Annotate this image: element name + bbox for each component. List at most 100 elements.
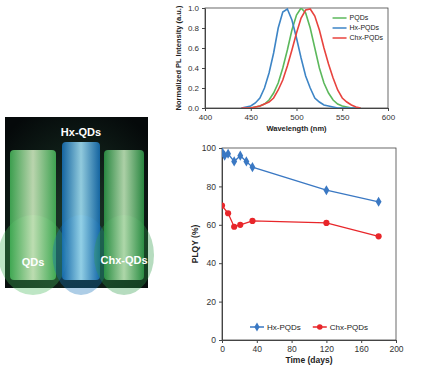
tick-label: 0.4 bbox=[188, 64, 200, 73]
tick: 400 bbox=[199, 108, 213, 122]
data-point bbox=[225, 210, 231, 216]
y-axis: 0.0 0.2 0.4 0.6 0.8 1.0 bbox=[188, 4, 206, 113]
legend-swatch bbox=[333, 37, 347, 39]
axis-line bbox=[205, 9, 206, 109]
series-line bbox=[242, 8, 361, 108]
legend-swatch bbox=[333, 27, 347, 29]
tick-mark bbox=[257, 340, 258, 343]
legend: PQDs Hx-PQDs Chx-PQDs bbox=[333, 14, 384, 42]
tick-mark bbox=[202, 108, 205, 109]
tick-label: 120 bbox=[320, 344, 334, 354]
data-point bbox=[237, 222, 243, 228]
legend-label: Chx-PQDs bbox=[350, 34, 384, 42]
legend-marker bbox=[254, 322, 259, 331]
tick: 1.0 bbox=[188, 4, 205, 13]
tick: 0.4 bbox=[188, 64, 205, 73]
tick-mark bbox=[219, 340, 222, 341]
tick: 550 bbox=[336, 108, 350, 122]
tick-label: 550 bbox=[336, 113, 350, 122]
plot-area bbox=[242, 8, 361, 108]
legend-item: Hx-PQDs bbox=[250, 322, 301, 331]
tick: 120 bbox=[320, 340, 334, 354]
tick-label: 60 bbox=[207, 220, 217, 230]
tick: 0.8 bbox=[188, 24, 205, 33]
tick-mark bbox=[292, 340, 293, 343]
tick: 0 bbox=[220, 340, 225, 354]
plot-frame bbox=[222, 148, 396, 340]
tick-label: 0.6 bbox=[188, 44, 200, 53]
series-line bbox=[222, 152, 379, 202]
legend-item: PQDs bbox=[333, 14, 369, 22]
tick-mark bbox=[219, 225, 222, 226]
photo-label: Chx-QDs bbox=[100, 254, 147, 266]
tick-mark bbox=[202, 28, 205, 29]
data-point bbox=[249, 218, 255, 224]
tick-mark bbox=[396, 340, 397, 343]
tick: 160 bbox=[355, 340, 369, 354]
tick-label: 0 bbox=[211, 335, 216, 345]
tick-mark bbox=[219, 263, 222, 264]
tick-mark bbox=[342, 108, 343, 111]
tick: 0.6 bbox=[188, 44, 205, 53]
vial bbox=[10, 150, 56, 280]
tick: 0.2 bbox=[188, 84, 205, 93]
tick-label: 160 bbox=[355, 344, 369, 354]
tick-label: 0.2 bbox=[188, 84, 200, 93]
tick-mark bbox=[219, 186, 222, 187]
photo-background bbox=[5, 117, 148, 288]
tick-label: 1.0 bbox=[188, 4, 200, 13]
tick: 40 bbox=[253, 340, 263, 354]
y-axis-title: Normalized PL Intensity (a.u.) bbox=[174, 5, 183, 110]
tick-label: 0 bbox=[220, 344, 225, 354]
legend-swatch bbox=[333, 17, 347, 19]
series-line bbox=[242, 9, 361, 108]
tick-mark bbox=[251, 108, 252, 111]
tick: 80 bbox=[207, 182, 222, 192]
legend-item: Hx-PQDs bbox=[333, 24, 380, 32]
tick-label: 0.0 bbox=[188, 104, 200, 113]
data-point bbox=[323, 220, 329, 226]
legend-marker bbox=[317, 324, 323, 330]
tick-label: 80 bbox=[287, 344, 297, 354]
data-point bbox=[376, 197, 382, 207]
legend-label: Hx-PQDs bbox=[350, 24, 380, 32]
data-point bbox=[243, 156, 249, 166]
tick-label: 100 bbox=[202, 143, 216, 153]
tick: 0.0 bbox=[188, 104, 205, 113]
data-point bbox=[225, 149, 231, 159]
legend-item: Chx-PQDs bbox=[313, 323, 368, 332]
plot-frame bbox=[205, 8, 388, 108]
tick-label: 600 bbox=[382, 113, 396, 122]
tick-mark bbox=[219, 148, 222, 149]
tick-label: 40 bbox=[207, 258, 217, 268]
legend-label: PQDs bbox=[350, 14, 369, 22]
legend-item: Chx-PQDs bbox=[333, 34, 384, 42]
tick: 20 bbox=[207, 297, 222, 307]
tick: 200 bbox=[389, 340, 403, 354]
tick: 0 bbox=[211, 335, 222, 345]
tick-label: 40 bbox=[253, 344, 263, 354]
data-point bbox=[231, 224, 237, 230]
axis-line bbox=[223, 340, 397, 341]
data-point bbox=[323, 185, 329, 195]
tick-label: 0.8 bbox=[188, 24, 200, 33]
chart: 4004505005506000.00.20.40.60.81.0Wavelen… bbox=[174, 4, 396, 133]
tick-mark bbox=[388, 108, 389, 111]
photo: QDsHx-QDsChx-QDs bbox=[0, 117, 154, 295]
data-point bbox=[376, 233, 382, 239]
data-point bbox=[250, 162, 256, 172]
tick: 100 bbox=[202, 143, 222, 153]
tick: 500 bbox=[290, 108, 304, 122]
tick: 600 bbox=[382, 108, 396, 122]
x-axis: 0 40 80 120 160 200 bbox=[220, 340, 404, 354]
x-axis-title: Time (days) bbox=[285, 355, 332, 365]
tick-mark bbox=[202, 68, 205, 69]
figure: QDsHx-QDsChx-QDs4004505005506000.00.20.4… bbox=[0, 0, 424, 385]
tick-mark bbox=[202, 48, 205, 49]
series-line bbox=[222, 206, 379, 237]
tick-mark bbox=[326, 340, 327, 343]
plot-area bbox=[222, 148, 382, 239]
y-axis-title: PLQY (%) bbox=[190, 225, 200, 264]
photo-label: Hx-QDs bbox=[61, 126, 101, 138]
legend-label: Hx-PQDs bbox=[267, 323, 301, 332]
